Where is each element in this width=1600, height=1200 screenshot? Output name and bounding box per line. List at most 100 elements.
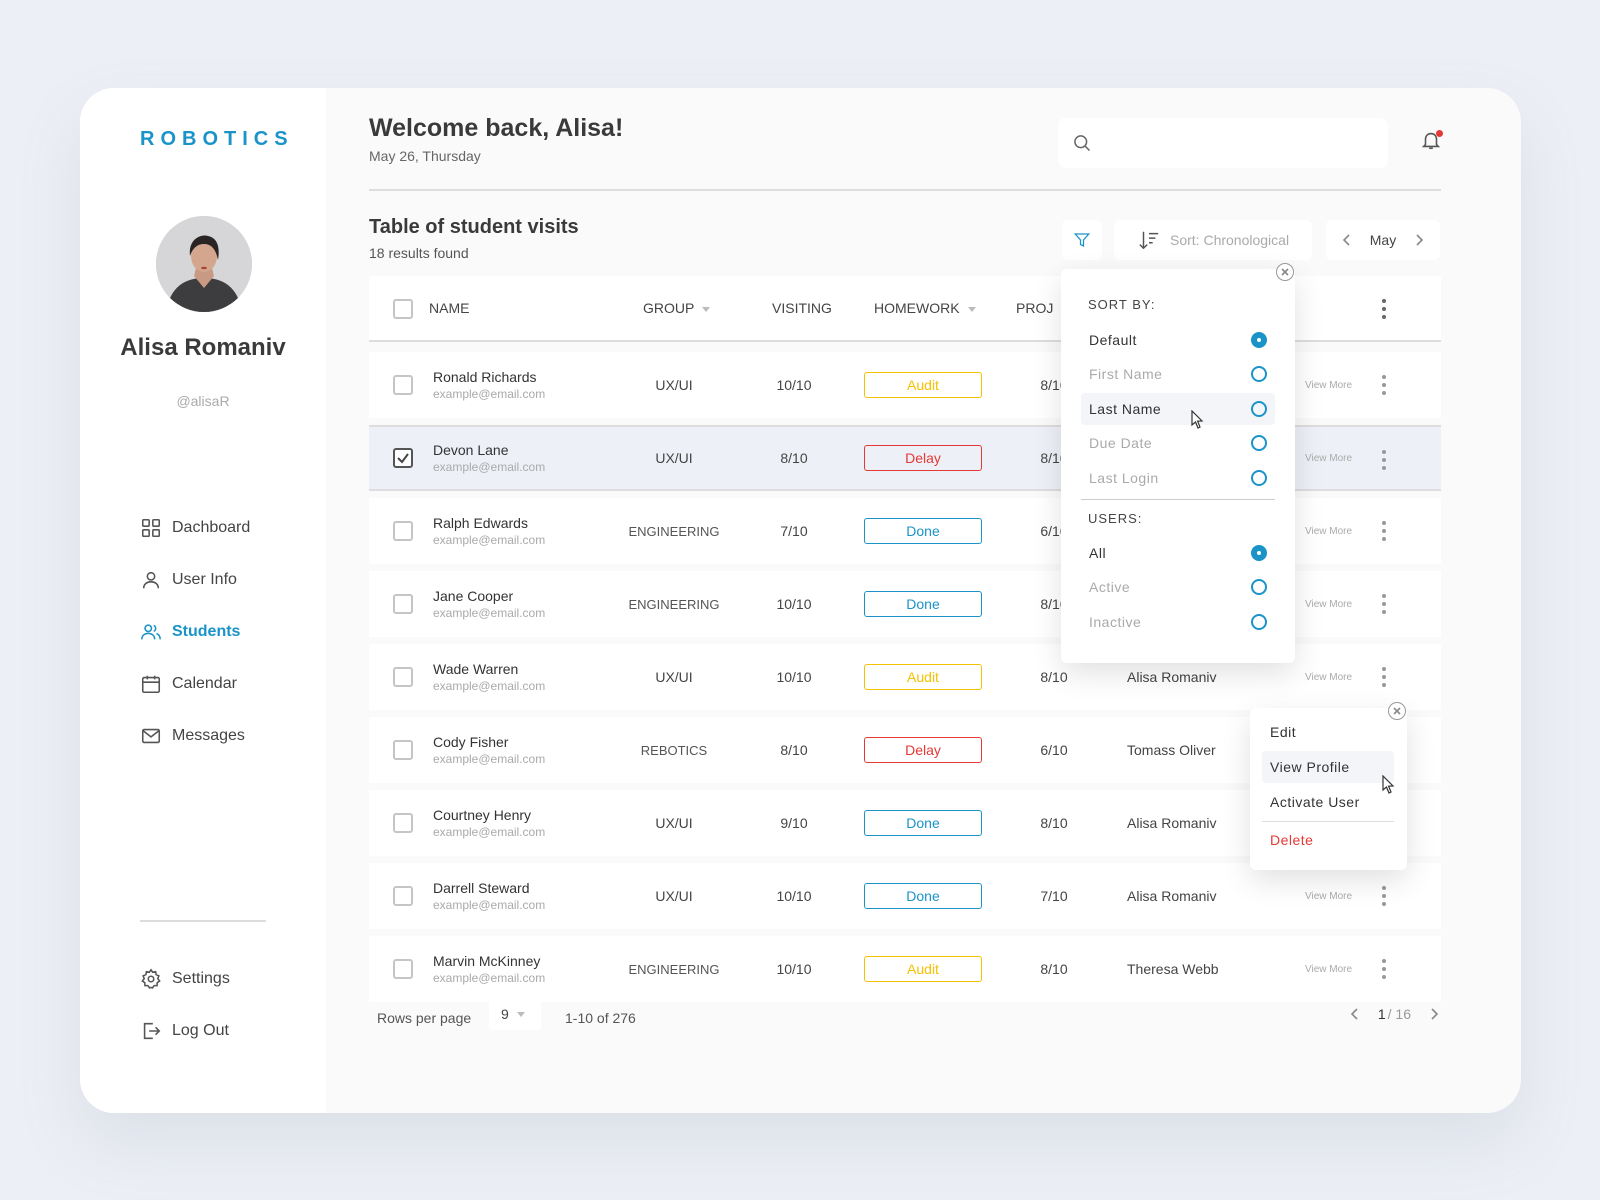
notifications-button[interactable] [1420,129,1444,153]
sort-option[interactable]: First Name [1081,358,1275,390]
row-checkbox[interactable] [393,959,413,979]
sort-option[interactable]: Last Name [1081,392,1275,425]
sort-option-label: First Name [1089,366,1163,383]
homework-cell: Done [864,790,982,856]
table-title: Table of student visits [369,216,579,238]
sidebar-item-calendar[interactable]: Calendar [140,658,250,710]
col-visiting[interactable]: VISITING [772,300,832,316]
row-options-icon[interactable] [1382,375,1386,395]
sidebar-item-logout[interactable]: Log Out [140,1005,230,1057]
homework-cell: Audit [864,352,982,418]
table-options-icon[interactable] [1382,299,1386,319]
action-edit[interactable]: Edit [1270,724,1297,740]
project-value: 8/10 [1040,596,1068,612]
chevron-left-icon[interactable] [1340,233,1354,247]
prev-page-icon[interactable] [1348,1007,1362,1021]
project-value: 8/10 [1040,669,1068,685]
sidebar-item-students[interactable]: Students [140,606,250,658]
student-name[interactable]: Courtney Henry [433,807,532,823]
row-options-icon[interactable] [1382,667,1386,687]
row-checkbox[interactable] [393,594,413,614]
sidebar-item-user-info[interactable]: User Info [140,554,250,606]
student-name[interactable]: Cody Fisher [433,734,509,750]
sidebar-item-messages[interactable]: Messages [140,710,250,762]
user-filter-option[interactable]: Active [1081,571,1275,603]
view-more-link[interactable]: View More [1305,525,1353,537]
rows-per-page-select[interactable]: 9 [489,998,541,1030]
sidebar-item-settings[interactable]: Settings [140,953,230,1005]
user-filter-option[interactable]: Inactive [1081,606,1275,638]
project-value: 6/10 [1040,742,1068,758]
col-name[interactable]: NAME [429,300,470,316]
chevron-right-icon[interactable] [1412,233,1426,247]
sort-option-label: Due Date [1089,435,1153,452]
row-options-icon[interactable] [1382,886,1386,906]
row-checkbox[interactable] [393,813,413,833]
view-more-link[interactable]: View More [1305,598,1353,610]
student-name[interactable]: Marvin McKinney [433,953,541,969]
action-view-profile[interactable]: View Profile [1262,751,1394,783]
row-checkbox[interactable] [393,521,413,541]
next-page-icon[interactable] [1427,1007,1441,1021]
view-more-link[interactable]: View More [1305,452,1353,464]
radio-button[interactable] [1251,400,1267,417]
user-filter-option[interactable]: All [1081,537,1275,569]
caret-down-icon [516,1011,525,1017]
radio-button[interactable] [1251,366,1267,383]
student-name[interactable]: Ronald Richards [433,369,537,385]
visiting-value: 10/10 [776,669,812,685]
student-name[interactable]: Ralph Edwards [433,515,528,531]
row-options-icon[interactable] [1382,594,1386,614]
row-checkbox[interactable] [393,448,413,468]
brand-logo[interactable]: ROBOTICS [140,128,294,150]
view-more-link[interactable]: View More [1305,671,1353,683]
avatar[interactable] [156,216,252,312]
row-options-icon[interactable] [1382,959,1386,979]
row-actions-popover: Edit View Profile Activate User Delete [1250,702,1407,870]
radio-button[interactable] [1251,332,1267,348]
row-options-icon[interactable] [1382,521,1386,541]
radio-button[interactable] [1251,613,1267,630]
row-options-icon[interactable] [1382,450,1386,470]
radio-button[interactable] [1251,469,1267,486]
search-input[interactable] [1058,118,1388,168]
close-icon[interactable] [1276,263,1294,281]
action-activate-user[interactable]: Activate User [1270,794,1360,810]
student-name[interactable]: Wade Warren [433,661,519,677]
homework-cell: Audit [864,936,982,1002]
sort-option[interactable]: Default [1081,324,1275,356]
rows-range: 1-10 of 276 [565,1010,636,1026]
table-row[interactable]: Marvin McKinney example@email.com ENGINEER… [369,936,1441,1002]
row-checkbox[interactable] [393,740,413,760]
current-page: 1 [1377,1006,1386,1022]
view-more-link[interactable]: View More [1305,890,1353,902]
sort-option[interactable]: Due Date [1081,427,1275,459]
student-name[interactable]: Devon Lane [433,442,509,458]
close-icon[interactable] [1388,702,1406,720]
select-all-checkbox[interactable] [393,299,413,319]
view-more-link[interactable]: View More [1305,379,1353,391]
student-name[interactable]: Darrell Steward [433,880,530,896]
view-more-link[interactable]: View More [1305,963,1353,975]
col-group[interactable]: GROUP [643,300,711,316]
row-checkbox[interactable] [393,375,413,395]
sidebar-item-label: Dachboard [172,519,251,536]
radio-button[interactable] [1251,579,1267,596]
row-checkbox[interactable] [393,886,413,906]
col-project[interactable]: PROJ [1016,300,1054,316]
table-row[interactable]: Darrell Steward example@email.com UX/UI 10/… [369,863,1441,929]
filter-button[interactable] [1062,220,1102,260]
sort-button[interactable]: Sort: Chronological [1114,220,1312,260]
sidebar-item-dashboard[interactable]: Dachboard [140,502,250,554]
sort-option[interactable]: Last Login [1081,462,1275,494]
radio-button[interactable] [1251,435,1267,452]
homework-status-badge: Audit [864,956,982,982]
radio-button[interactable] [1251,545,1267,561]
current-date: May 26, Thursday [369,148,481,164]
student-name[interactable]: Jane Cooper [433,588,514,604]
homework-status-badge: Done [864,883,982,909]
row-checkbox[interactable] [393,667,413,687]
visiting-value: 8/10 [780,450,808,466]
action-delete[interactable]: Delete [1270,832,1314,848]
col-homework[interactable]: HOMEWORK [874,300,976,316]
